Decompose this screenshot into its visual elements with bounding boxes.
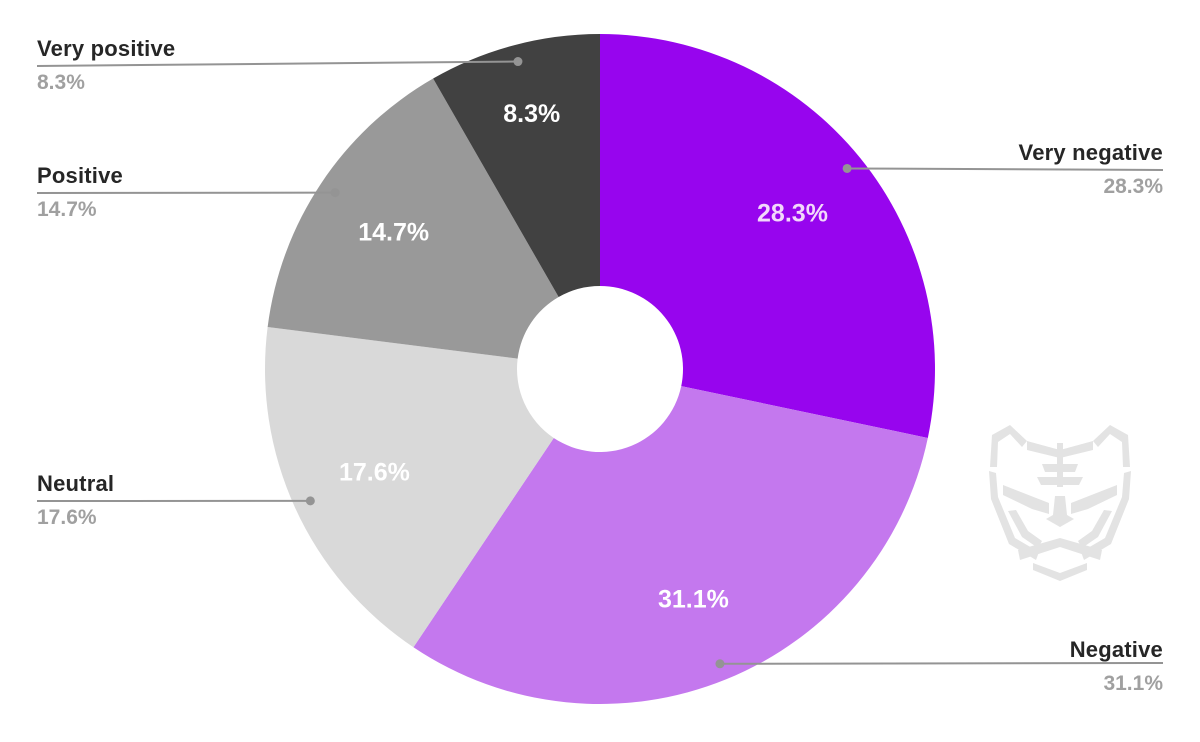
callout-line-negative <box>719 662 1164 665</box>
slice-value-label-neutral: 17.6% <box>339 458 410 486</box>
slice-value-label-negative: 31.1% <box>658 585 729 613</box>
tiger-brow-band-icon <box>1027 441 1093 458</box>
callout-dot-very-positive <box>513 57 523 67</box>
slice-value-label-positive: 14.7% <box>358 218 429 246</box>
slice-very-negative[interactable] <box>600 34 935 438</box>
tiger-forehead-bar1-icon <box>1042 464 1078 472</box>
callout-dot-negative <box>715 659 725 669</box>
callout-dot-positive <box>330 188 340 198</box>
callout-dot-neutral <box>305 496 315 506</box>
slice-neutral[interactable] <box>265 327 554 648</box>
tiger-eye-left-icon <box>1003 485 1049 514</box>
tiger-ear-right-icon <box>1093 425 1130 467</box>
tiger-stripe-right-icon <box>1078 510 1112 548</box>
slice-negative[interactable] <box>413 386 928 704</box>
slice-value-label-very-negative: 28.3% <box>757 200 828 228</box>
tiger-forehead-bar2-icon <box>1037 477 1083 485</box>
callout-line-very-positive <box>36 60 518 67</box>
slice-value-label-very-positive: 8.3% <box>503 100 560 128</box>
tiger-chin-icon <box>1033 563 1087 581</box>
tiger-nose-icon <box>1046 496 1074 527</box>
tiger-stripe-left-icon <box>1008 510 1042 548</box>
tiger-logo-watermark <box>989 425 1131 581</box>
tiger-ear-left-icon <box>990 425 1027 467</box>
tiger-eye-right-icon <box>1071 485 1117 514</box>
slice-very-positive[interactable] <box>433 34 600 298</box>
callout-dot-very-negative <box>842 163 852 173</box>
callout-line-very-negative <box>847 167 1164 171</box>
tiger-mouth-icon <box>1018 538 1102 560</box>
slice-positive[interactable] <box>267 78 559 359</box>
